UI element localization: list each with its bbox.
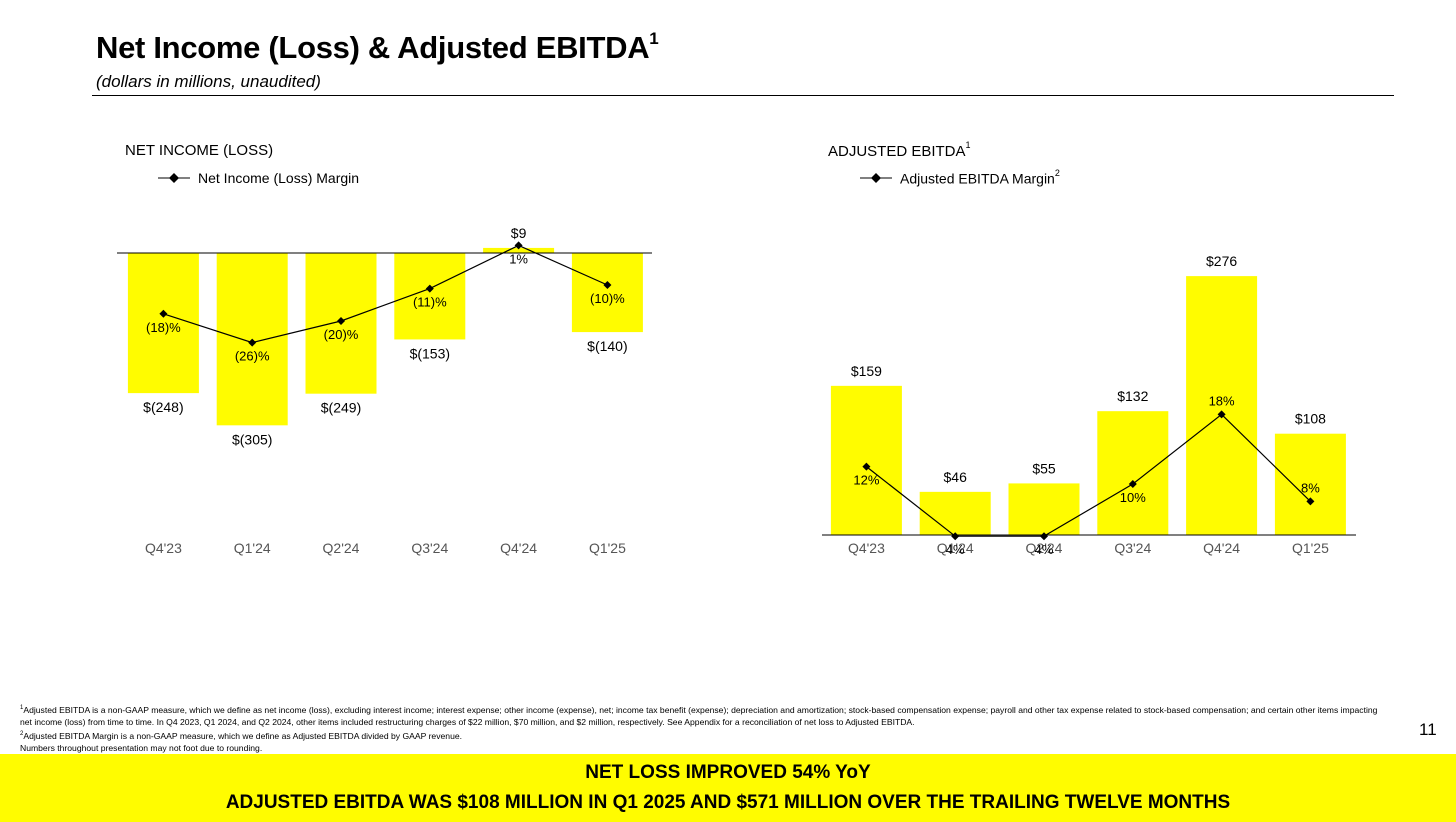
bar: [1186, 276, 1258, 535]
net-income-legend: Net Income (Loss) Margin: [158, 170, 359, 186]
margin-marker: [514, 241, 523, 250]
margin-marker: [862, 462, 871, 471]
page-title: Net Income (Loss) & Adjusted EBITDA1: [96, 28, 659, 65]
margin-marker: [951, 532, 960, 541]
margin-label: (11)%: [413, 295, 447, 310]
x-tick-label: Q4'24: [500, 540, 537, 556]
bar-value-label: $46: [944, 469, 968, 485]
x-tick-label: Q2'24: [323, 540, 360, 556]
title-divider: [92, 95, 1394, 96]
bar: [127, 253, 199, 394]
bar: [1097, 411, 1169, 535]
x-tick-label: Q3'24: [1114, 540, 1151, 556]
bar-value-label: $(305): [232, 431, 272, 447]
bar-value-label: $55: [1032, 460, 1056, 476]
x-tick-label: Q4'23: [145, 540, 182, 556]
margin-marker: [159, 309, 168, 318]
x-tick-label: Q1'24: [234, 540, 271, 556]
bar: [1274, 433, 1346, 535]
net-income-legend-label: Net Income (Loss) Margin: [198, 170, 360, 186]
bar: [483, 247, 555, 253]
bar: [571, 253, 643, 333]
x-tick-label: Q2'24: [1026, 540, 1063, 556]
margin-label: (10)%: [590, 291, 625, 306]
margin-line: [163, 244, 608, 344]
margin-label: (18)%: [146, 320, 181, 335]
x-tick-label: Q4'24: [1203, 540, 1240, 556]
footnote-1: 1Adjusted EBITDA is a non-GAAP measure, …: [20, 704, 1378, 727]
legend-line-diamond-icon: [158, 173, 190, 183]
bar: [830, 385, 902, 535]
bar-value-label: $(249): [321, 400, 361, 416]
margin-marker: [1040, 532, 1048, 541]
margin-label: (26)%: [235, 349, 270, 364]
page-number: 11: [1419, 720, 1437, 739]
banner-line-2: ADJUSTED EBITDA WAS $108 MILLION IN Q1 2…: [225, 792, 1231, 813]
x-tick-label: Q1'24: [937, 540, 974, 556]
bar: [919, 491, 991, 535]
footnote-3: Numbers throughout presentation may not …: [20, 742, 263, 753]
x-tick-label: Q1'25: [589, 540, 626, 556]
bar-value-label: $9: [511, 225, 527, 241]
margin-marker: [248, 338, 257, 347]
margin-label: 12%: [853, 473, 879, 488]
bar-value-label: $132: [1117, 388, 1148, 404]
banner-line-1: NET LOSS IMPROVED 54% YoY: [585, 762, 871, 783]
x-tick-label: Q3'24: [411, 540, 448, 556]
ebitda-chart: $159 Q4'23 $46 Q1'24 $55 Q2'24 $132 Q3'24 $276 Q4…: [822, 253, 1356, 557]
x-tick-label: Q1'25: [1292, 540, 1329, 556]
margin-label: (20)%: [324, 327, 359, 342]
bar-value-label: $(153): [410, 345, 450, 361]
margin-marker: [425, 284, 434, 293]
x-tick-label: Q4'23: [848, 540, 885, 556]
ebitda-legend-label: Adjusted EBITDA Margin2: [900, 168, 1060, 187]
margin-line: [866, 413, 1311, 537]
margin-label: 1%: [509, 251, 528, 266]
margin-label: 4%: [1035, 542, 1054, 557]
takeaway-banner: NET LOSS IMPROVED 54% YoY ADJUSTED EBITD…: [0, 754, 1456, 822]
footnote-2: 2Adjusted EBITDA Margin is a non-GAAP me…: [20, 730, 463, 741]
margin-label: 18%: [1209, 393, 1235, 408]
margin-marker: [603, 281, 612, 289]
bar-value-label: $(140): [587, 338, 627, 354]
margin-marker: [1128, 480, 1137, 488]
ebitda-chart-title: ADJUSTED EBITDA1: [828, 140, 971, 160]
footnotes: 1Adjusted EBITDA is a non-GAAP measure, …: [20, 702, 1380, 754]
bar-value-label: $(248): [143, 399, 183, 415]
bar: [1008, 483, 1080, 535]
margin-marker: [337, 317, 345, 325]
bar-value-label: $276: [1206, 253, 1237, 269]
margin-marker: [1306, 497, 1315, 506]
page-subtitle: (dollars in millions, unaudited): [96, 72, 321, 91]
margin-label: 4%: [946, 542, 965, 557]
ebitda-legend: Adjusted EBITDA Margin2: [860, 168, 1060, 187]
margin-label: 8%: [1301, 480, 1320, 495]
margin-marker: [1217, 410, 1226, 419]
legend-line-diamond-icon: [860, 173, 892, 184]
bar-value-label: $159: [851, 363, 882, 379]
net-income-chart-title: NET INCOME (LOSS): [125, 142, 274, 159]
bar: [394, 253, 466, 340]
net-income-chart: $(248) Q4'23 $(305) Q1'24 $(249) Q2'24 $(153) Q…: [117, 225, 652, 556]
margin-label: 10%: [1120, 490, 1146, 505]
bar-value-label: $108: [1295, 411, 1326, 427]
